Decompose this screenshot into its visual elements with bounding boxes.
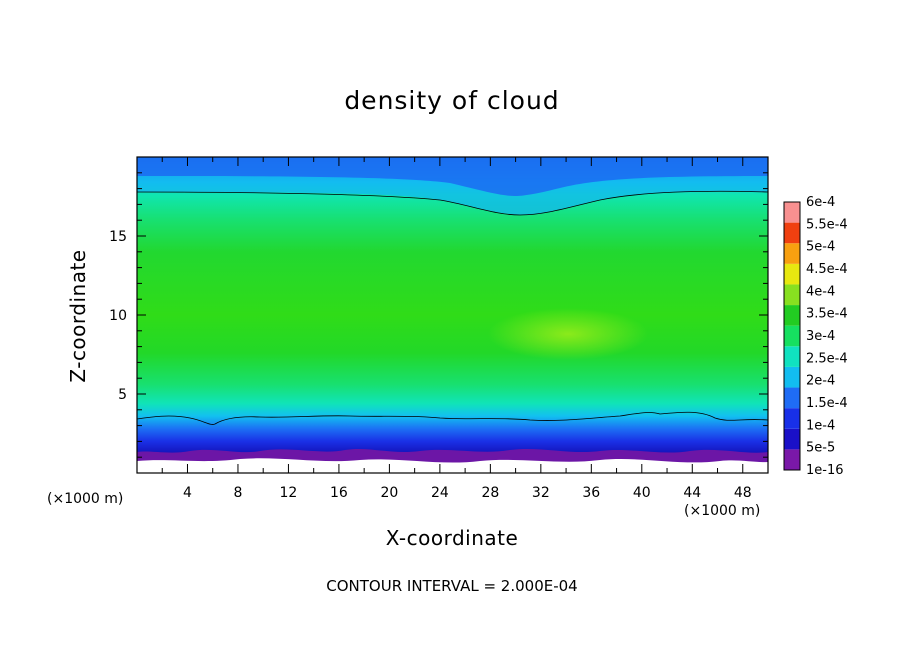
colorbar-label: 3.5e-4 — [806, 307, 848, 322]
colorbar-label: 1e-16 — [806, 463, 844, 478]
colorbar-swatch — [784, 243, 800, 264]
x-unit-note-right: (×1000 m) — [684, 503, 761, 519]
y-tick-label: 15 — [109, 229, 127, 245]
x-unit-note-left: (×1000 m) — [47, 491, 124, 507]
density-field-fill — [137, 157, 768, 473]
x-tick-label: 24 — [431, 485, 449, 501]
colorbar-label: 5e-5 — [806, 441, 835, 456]
x-tick-label: 16 — [330, 485, 348, 501]
colorbar-swatch — [784, 325, 800, 347]
colorbar-swatch — [784, 284, 800, 306]
y-ticks: 5 10 15 — [109, 172, 768, 458]
colorbar-swatch — [784, 428, 800, 450]
colorbar-label: 3e-4 — [806, 329, 835, 344]
x-tick-label: 40 — [633, 485, 651, 501]
colorbar-swatch — [784, 387, 800, 409]
colorbar-swatch — [784, 202, 800, 223]
x-tick-label: 8 — [233, 485, 242, 501]
y-tick-label: 5 — [118, 387, 127, 403]
colorbar-swatch — [784, 449, 800, 470]
top-lower-density-region — [137, 157, 768, 196]
x-tick-label: 48 — [734, 485, 752, 501]
colorbar-swatch — [784, 222, 800, 244]
contour-lower — [136, 411, 769, 425]
x-tick-label: 28 — [481, 485, 499, 501]
x-tick-label: 4 — [183, 485, 192, 501]
colorbar-swatch — [784, 366, 800, 388]
x-ticks: 4 8 12 16 20 24 28 32 36 40 44 48 — [161, 157, 752, 501]
colorbar-label: 1e-4 — [806, 418, 835, 433]
x-tick-label: 32 — [532, 485, 550, 501]
x-axis-label: X-coordinate — [385, 526, 519, 550]
colorbar-label: 6e-4 — [806, 195, 835, 210]
high-density-blob — [488, 308, 648, 360]
colorbar-frame — [783, 201, 801, 471]
contour-interval-note: CONTOUR INTERVAL = 2.000E-04 — [326, 577, 578, 595]
colorbar-label: 4e-4 — [806, 284, 835, 299]
colorbar-swatch — [784, 305, 800, 326]
colorbar-label: 2.5e-4 — [806, 351, 848, 366]
colorbar-label: 5.5e-4 — [806, 217, 848, 232]
colorbar-label: 1.5e-4 — [806, 396, 848, 411]
colorbar: 1e-16 5e-5 1e-4 1.5e-4 2e-4 2.5e-4 3e-4 3.5e-4 4… — [783, 195, 848, 478]
colorbar-swatch — [784, 263, 800, 285]
colorbar-label: 2e-4 — [806, 374, 835, 389]
x-tick-label: 36 — [582, 485, 600, 501]
y-tick-label: 10 — [109, 308, 127, 324]
colorbar-label: 5e-4 — [806, 240, 835, 255]
contour-upper — [136, 190, 769, 216]
colorbar-swatch — [784, 408, 800, 429]
colorbar-label: 4.5e-4 — [806, 262, 848, 277]
bottom-empty-region — [137, 458, 768, 473]
density-field — [137, 157, 768, 473]
x-tick-label: 20 — [380, 485, 398, 501]
colorbar-swatch — [784, 346, 800, 367]
chart-title: density of cloud — [344, 86, 560, 115]
x-tick-label: 44 — [683, 485, 701, 501]
x-tick-label: 12 — [280, 485, 298, 501]
